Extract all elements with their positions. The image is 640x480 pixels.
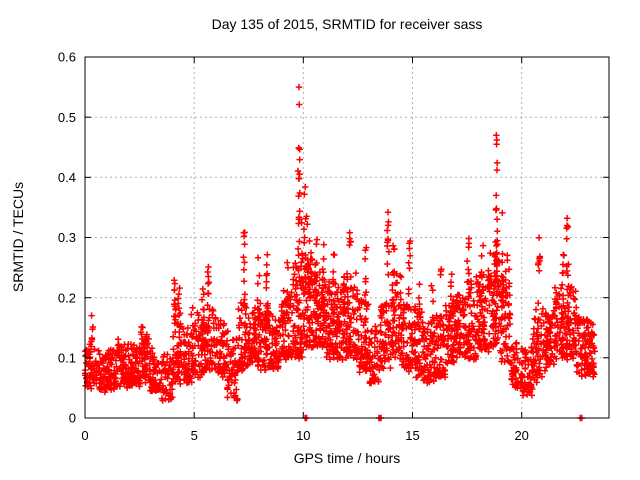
- x-tick-labels: 0 5 10 15 20: [81, 428, 529, 443]
- x-tick-label-20: 20: [514, 428, 528, 443]
- chart-title: Day 135 of 2015, SRMTID for receiver sas…: [211, 16, 483, 32]
- y-tick-label-0.3: 0.3: [58, 230, 76, 245]
- y-tick-label-0: 0: [69, 411, 76, 426]
- y-tick-labels: 0 0.1 0.2 0.3 0.4 0.5 0.6: [58, 50, 76, 426]
- y-tick-label-0.2: 0.2: [58, 290, 76, 305]
- x-axis-label: GPS time / hours: [293, 450, 401, 466]
- y-axis-label: SRMTID / TECUs: [10, 181, 26, 293]
- y-tick-label-0.1: 0.1: [58, 350, 76, 365]
- x-tick-label-10: 10: [296, 428, 310, 443]
- y-tick-label-0.4: 0.4: [58, 170, 76, 185]
- x-tick-label-15: 15: [405, 428, 419, 443]
- y-tick-label-0.6: 0.6: [58, 50, 76, 65]
- x-tick-label-5: 5: [191, 428, 198, 443]
- scatter-points: [82, 83, 598, 422]
- axis-ticks: [84, 56, 609, 419]
- y-tick-label-0.5: 0.5: [58, 110, 76, 125]
- x-tick-label-0: 0: [81, 428, 88, 443]
